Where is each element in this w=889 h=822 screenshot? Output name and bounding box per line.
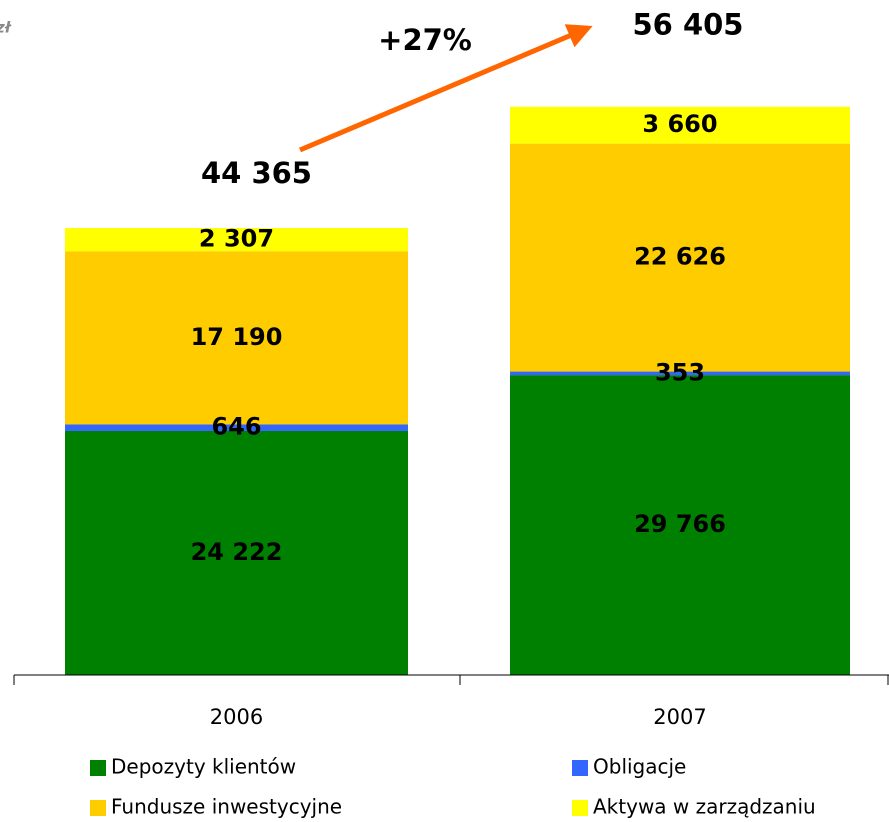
bar-segment: [510, 371, 850, 376]
legend-label: Obligacje: [593, 755, 686, 779]
total-label: 44 365: [201, 156, 312, 190]
legend-swatch: [90, 800, 106, 816]
value-label: 17 190: [191, 323, 283, 351]
bar-segment: [65, 424, 408, 431]
legend-swatch: [572, 760, 588, 776]
x-tick-label: 2006: [210, 705, 263, 729]
legend-label: Depozyty klientów: [111, 755, 296, 779]
x-tick-label: 2007: [653, 705, 706, 729]
total-label: 56 405: [633, 8, 744, 42]
value-label: 646: [211, 413, 261, 441]
bar-segment: [510, 143, 850, 372]
value-label: 24 222: [191, 538, 283, 566]
bar-segment: [65, 430, 408, 675]
value-label: 29 766: [634, 510, 726, 538]
legend-swatch: [572, 800, 588, 816]
legend-swatch: [90, 760, 106, 776]
legend-label: Fundusze inwestycyjne: [111, 795, 342, 819]
bar-segment: [65, 228, 408, 252]
bar-segment: [510, 106, 850, 144]
growth-annotation: +27%: [378, 23, 472, 57]
value-label: 22 626: [634, 243, 726, 271]
unit-label: zł: [0, 19, 12, 37]
legend-label: Aktywa w zarządzaniu: [593, 795, 816, 819]
bar-segment: [65, 251, 408, 425]
growth-arrow: [299, 24, 593, 153]
bar-segment: [510, 375, 850, 675]
value-label: 3 660: [642, 110, 717, 138]
value-label: 353: [655, 358, 705, 386]
value-label: 2 307: [199, 225, 274, 253]
